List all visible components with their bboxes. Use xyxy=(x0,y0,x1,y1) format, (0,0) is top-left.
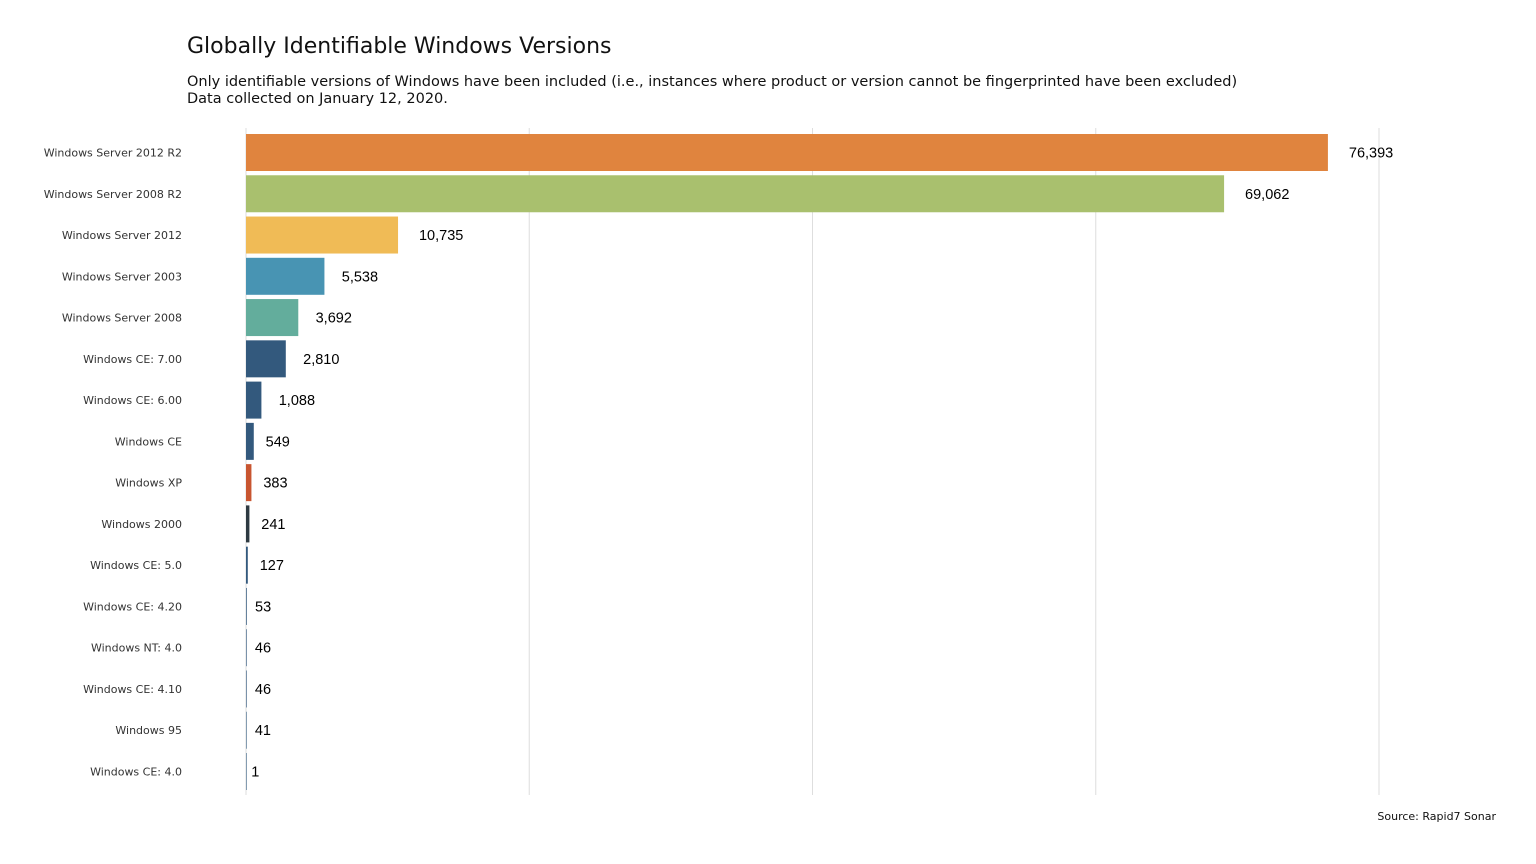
value-label: 69,062 xyxy=(1245,187,1289,203)
category-labels: Windows Server 2012 R2 Windows Server 200… xyxy=(44,147,183,779)
category-label: Windows CE: 4.0 xyxy=(90,766,182,779)
bar xyxy=(246,175,1225,213)
bar xyxy=(246,340,286,378)
value-label: 1,088 xyxy=(279,393,315,409)
bar xyxy=(246,753,247,790)
bar xyxy=(246,381,262,419)
value-label: 53 xyxy=(255,599,271,615)
category-label: Windows CE: 5.0 xyxy=(90,559,182,572)
category-label: Windows Server 2012 xyxy=(62,229,182,242)
category-label: Windows Server 2008 R2 xyxy=(44,188,182,201)
value-label: 5,538 xyxy=(342,269,378,285)
category-label: Windows CE xyxy=(115,435,182,448)
bar xyxy=(246,134,1328,171)
bar xyxy=(246,670,247,708)
bar xyxy=(246,299,299,337)
category-label: Windows Server 2003 xyxy=(62,270,182,283)
bar xyxy=(246,257,325,295)
value-label: 10,735 xyxy=(419,228,463,244)
bar xyxy=(246,216,399,254)
value-label: 383 xyxy=(263,476,287,492)
category-label: Windows 95 xyxy=(115,724,182,737)
value-label: 241 xyxy=(261,517,285,533)
category-label: Windows CE: 4.20 xyxy=(83,600,182,613)
bar xyxy=(246,711,247,749)
bar xyxy=(246,505,250,543)
value-label: 76,393 xyxy=(1349,146,1393,162)
bar xyxy=(246,546,248,584)
category-label: Windows NT: 4.0 xyxy=(91,642,182,655)
chart-source-caption: Source: Rapid7 Sonar xyxy=(1377,810,1496,823)
value-label: 1 xyxy=(251,765,259,781)
category-label: Windows CE: 6.00 xyxy=(83,394,182,407)
subtitle-line-1: Only identifiable versions of Windows ha… xyxy=(187,74,1238,90)
value-label: 549 xyxy=(266,434,290,450)
category-label: Windows CE: 4.10 xyxy=(83,683,182,696)
value-label: 46 xyxy=(255,641,271,657)
category-label: Windows Server 2012 R2 xyxy=(44,147,182,160)
category-label: Windows 2000 xyxy=(101,518,182,531)
chart-subtitle: Only identifiable versions of Windows ha… xyxy=(187,74,1237,108)
value-label: 46 xyxy=(255,682,271,698)
bar xyxy=(246,629,247,667)
value-labels: 76,393 69,062 10,735 5,538 3,692 2,810 1,088 54… xyxy=(251,146,1393,781)
category-label: Windows XP xyxy=(115,477,182,490)
subtitle-line-2: Data collected on January 12, 2020. xyxy=(187,91,448,107)
chart-title: Globally Identifiable Windows Versions xyxy=(187,34,612,59)
value-label: 41 xyxy=(255,723,271,739)
category-label: Windows Server 2008 xyxy=(62,312,182,325)
bars xyxy=(246,134,1328,790)
bar xyxy=(246,587,247,625)
value-label: 127 xyxy=(260,558,284,574)
bar xyxy=(246,464,252,502)
bar xyxy=(246,422,254,460)
category-label: Windows CE: 7.00 xyxy=(83,353,182,366)
value-label: 3,692 xyxy=(316,311,352,327)
value-label: 2,810 xyxy=(303,352,339,368)
gridlines xyxy=(245,128,1380,795)
